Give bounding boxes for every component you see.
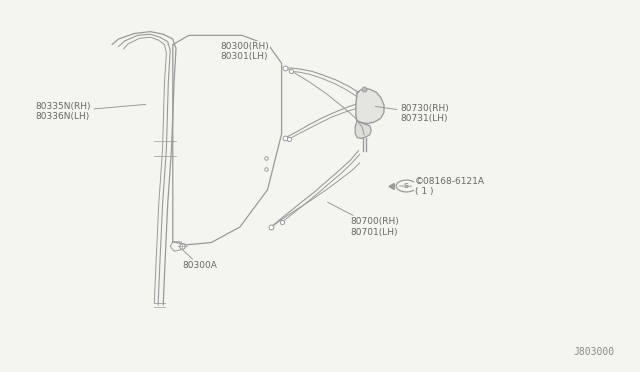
Text: J803000: J803000	[573, 347, 614, 357]
Text: 80730(RH)
80731(LH): 80730(RH) 80731(LH)	[375, 104, 449, 123]
Text: 80335N(RH)
80336N(LH): 80335N(RH) 80336N(LH)	[35, 102, 146, 121]
Polygon shape	[356, 89, 384, 124]
Text: 80700(RH)
80701(LH): 80700(RH) 80701(LH)	[328, 202, 399, 237]
Text: S: S	[404, 183, 409, 189]
Text: 80300(RH)
80301(LH): 80300(RH) 80301(LH)	[221, 42, 269, 61]
Text: ©08168-6121A
( 1 ): ©08168-6121A ( 1 )	[399, 177, 484, 196]
Text: 80300A: 80300A	[182, 250, 217, 270]
Polygon shape	[355, 121, 371, 138]
